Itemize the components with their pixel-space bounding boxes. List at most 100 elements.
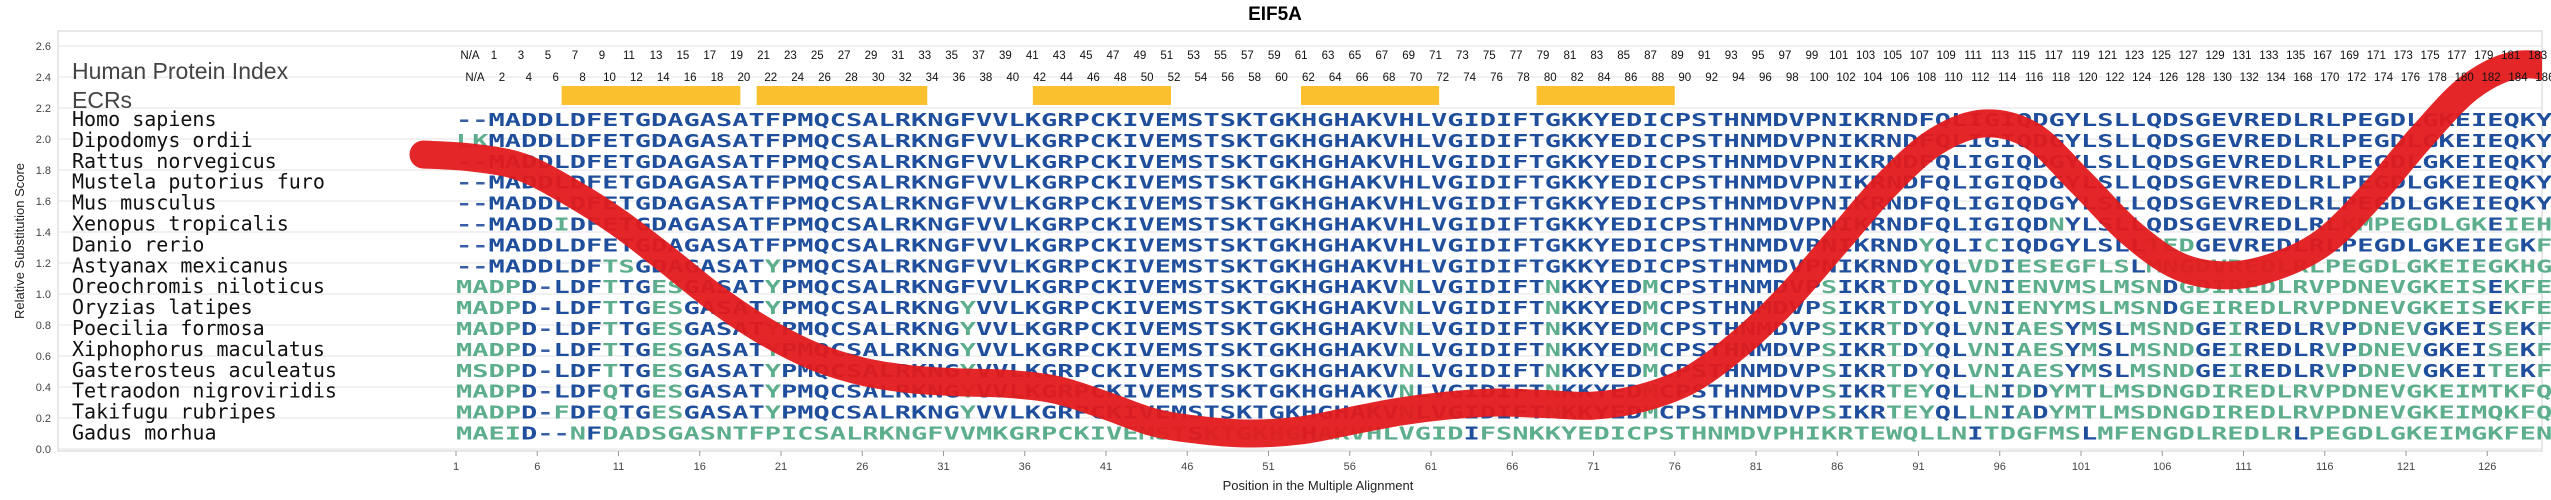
x-tick-label: 101 [2072,461,2090,473]
header-index-row1: 11 [623,50,635,62]
header-index-row2: 82 [1571,72,1584,84]
species-name: Danio rerio [72,232,204,256]
human-protein-index-label: Human Protein Index [72,58,289,84]
x-tick-label: 36 [1019,461,1031,473]
header-index-row1: 127 [2179,50,2198,62]
header-index-row2: 60 [1275,72,1288,84]
header-index-row1: 29 [865,50,878,62]
header-index-row2: 180 [2455,72,2474,84]
y-tick-label: 1.2 [36,258,51,270]
x-tick-label: 66 [1506,461,1518,473]
header-index-row1: 25 [811,50,824,62]
ecr-bar [756,86,928,105]
header-index-row1: 27 [838,50,851,62]
species-name: Takifugu rubripes [72,400,277,424]
species-name: Astyanax mexicanus [72,253,289,277]
header-index-row2: 30 [872,72,885,84]
x-tick-label: 126 [2478,461,2496,473]
header-index-row2: 102 [1836,72,1855,84]
header-index-row2: 46 [1087,72,1100,84]
header-index-row1: 103 [1856,50,1875,62]
x-tick-label: 121 [2397,461,2415,473]
x-tick-label: 81 [1750,461,1762,473]
header-index-row1: 31 [892,50,905,62]
header-index-row1: 61 [1295,50,1308,62]
header-index-row1: 37 [972,50,985,62]
header-index-row2: 132 [2240,72,2259,84]
header-index-row1: 87 [1644,50,1657,62]
ecr-bar [1301,86,1440,105]
header-index-row2: 22 [764,72,777,84]
y-tick-label: 1.6 [36,196,51,208]
x-tick-label: 76 [1669,461,1681,473]
x-tick-label: 26 [856,461,868,473]
header-index-row2: 62 [1302,72,1315,84]
header-index-row2: 186 [2535,72,2551,84]
x-tick-label: 11 [613,461,624,473]
header-index-row1: 15 [676,50,689,62]
score-line-series [409,50,2542,448]
header-index-row1: 167 [2313,50,2332,62]
y-tick-label: 1.0 [36,289,51,301]
header-index-row2: 92 [1705,72,1718,84]
header-index-row1: 73 [1456,50,1469,62]
x-tick-label: 86 [1831,461,1843,473]
header-index-row1: 173 [2394,50,2413,62]
header-index-row1: N/A [460,50,480,62]
header-index-row2: 34 [926,72,939,84]
x-axis-label: Position in the Multiple Alignment [1223,478,1414,493]
header-index-row1: 175 [2420,50,2439,62]
header-index-row2: 14 [657,72,670,84]
header-index-row2: 66 [1356,72,1369,84]
species-name: Oryzias latipes [72,295,253,319]
header-index-row2: 38 [979,72,992,84]
header-index-row1: 1 [491,50,497,62]
y-tick-label: 0.2 [36,413,51,425]
header-index-row1: 45 [1080,50,1093,62]
y-tick-label: 2.0 [36,134,51,146]
header-index-row2: N/A [465,72,485,84]
header-index-row1: 77 [1510,50,1523,62]
header-index-row2: 130 [2213,72,2232,84]
header-index-row1: 123 [2125,50,2144,62]
header-index-row1: 51 [1160,50,1173,62]
header-index-row2: 88 [1651,72,1664,84]
header-index-row1: 111 [1964,50,1981,62]
species-name: Poecilia formosa [72,316,265,340]
header-index-row1: 99 [1805,50,1818,62]
x-tick-label: 16 [694,461,706,473]
header-index-row2: 172 [2347,72,2366,84]
header-index-row2: 64 [1329,72,1342,84]
header-index-row1: 179 [2474,50,2493,62]
header-index-row1: 89 [1671,50,1684,62]
header-index-row1: 39 [999,50,1012,62]
species-name: Homo sapiens [72,107,217,131]
header-index-row2: 182 [2482,72,2501,84]
species-name: Gasterosteus aculeatus [72,358,337,382]
header-index-row1: 75 [1483,50,1496,62]
header-index-row2: 96 [1759,72,1772,84]
header-index-row1: 113 [1991,50,2009,62]
header-index-row1: 169 [2340,50,2359,62]
ecr-layer [561,86,1675,105]
header-index-row1: 177 [2447,50,2466,62]
header-index-row2: 74 [1463,72,1476,84]
y-tick-label: 1.8 [36,165,51,177]
species-name: Xiphophorus maculatus [72,337,325,361]
header-index-row2: 86 [1625,72,1638,84]
header-index-row1: 69 [1402,50,1415,62]
header-index-row1: 109 [1937,50,1956,62]
header-index-row2: 54 [1194,72,1207,84]
header-index-row1: 33 [918,50,931,62]
ecr-bar [1536,86,1675,105]
header-index-row1: 101 [1829,50,1848,62]
header-index-row1: 13 [650,50,663,62]
header-index-row1: 63 [1322,50,1335,62]
ecr-bar [1032,86,1171,105]
header-index-row2: 184 [2508,72,2528,84]
